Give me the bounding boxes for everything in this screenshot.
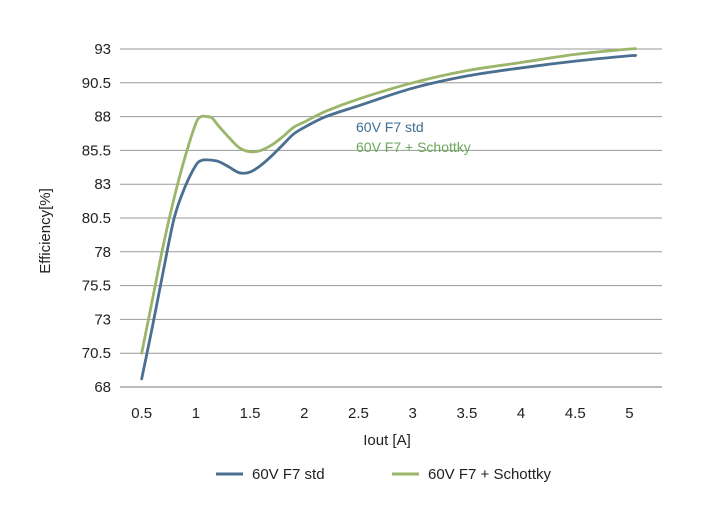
annotation-std: 60V F7 std — [356, 119, 424, 135]
annotation-schottky: 60V F7 + Schottky — [356, 139, 471, 155]
y-tick-label-8: 88 — [94, 109, 111, 126]
legend: 60V F7 std 60V F7 + Schottky — [216, 466, 551, 483]
y-tick-label-0: 68 — [94, 379, 111, 396]
y-tick-label-3: 75.5 — [82, 278, 111, 295]
x-tick-label-4: 2.5 — [348, 405, 369, 422]
y-tick-label-1: 70.5 — [82, 345, 111, 362]
legend-label-std: 60V F7 std — [252, 466, 325, 483]
series-layer — [140, 47, 637, 381]
series-line-1 — [140, 47, 637, 355]
y-tick-labels: 68 70.5 73 75.5 78 80.5 83 85.5 88 90.5 93 — [82, 41, 111, 396]
y-tick-label-9: 90.5 — [82, 75, 111, 92]
x-tick-label-7: 4 — [517, 405, 525, 422]
x-tick-label-0: 0.5 — [131, 405, 152, 422]
x-tick-label-5: 3 — [409, 405, 417, 422]
x-tick-label-9: 5 — [625, 405, 633, 422]
y-tick-label-10: 93 — [94, 41, 111, 58]
grid-layer — [120, 48, 662, 388]
y-tick-label-5: 80.5 — [82, 210, 111, 227]
y-tick-label-2: 73 — [94, 311, 111, 328]
legend-label-schottky: 60V F7 + Schottky — [428, 466, 551, 483]
x-tick-labels: 0.5 1 1.5 2 2.5 3 3.5 4 4.5 5 — [131, 405, 633, 422]
x-tick-label-8: 4.5 — [565, 405, 586, 422]
y-tick-label-7: 85.5 — [82, 142, 111, 159]
x-tick-label-2: 1.5 — [240, 405, 261, 422]
y-tick-label-4: 78 — [94, 244, 111, 261]
x-tick-label-1: 1 — [192, 405, 200, 422]
x-tick-label-3: 2 — [300, 405, 308, 422]
y-axis-label: Efficiency[%] — [37, 188, 54, 274]
x-tick-label-6: 3.5 — [456, 405, 477, 422]
series-line-0 — [140, 53, 637, 381]
y-tick-label-6: 83 — [94, 176, 111, 193]
x-axis-label: Iout [A] — [363, 432, 411, 449]
